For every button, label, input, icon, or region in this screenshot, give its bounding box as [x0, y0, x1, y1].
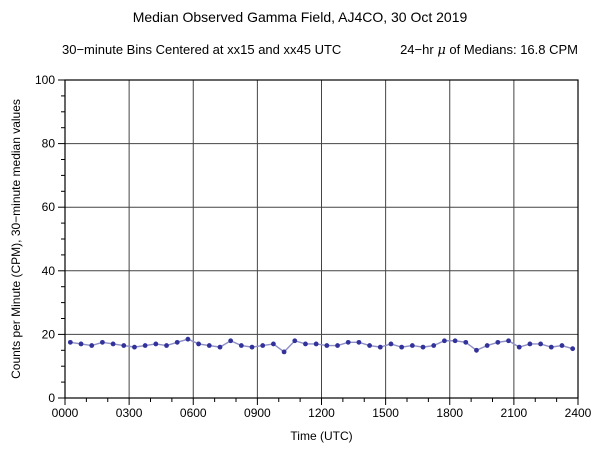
chart-title: Median Observed Gamma Field, AJ4CO, 30 O…: [132, 9, 468, 25]
median-data-point: [100, 339, 105, 345]
median-data-point: [249, 344, 255, 350]
x-tick-label: 2100: [501, 406, 528, 420]
x-tick-label: 1200: [308, 406, 335, 420]
median-data-point: [506, 338, 511, 344]
median-data-point: [164, 343, 169, 348]
median-data-point: [484, 343, 490, 348]
median-data-point: [377, 344, 383, 350]
median-data-point: [313, 341, 319, 347]
x-tick-label: 0000: [52, 406, 79, 420]
subtitle-bins: 30−minute Bins Centered at xx15 and xx45…: [62, 42, 342, 57]
median-data-point: [185, 336, 191, 342]
median-data-point: [292, 338, 298, 344]
median-data-point: [228, 338, 234, 344]
median-data-point: [538, 341, 543, 347]
median-data-point: [78, 341, 84, 347]
y-tick-label: 60: [42, 200, 56, 214]
y-tick-label: 40: [42, 264, 56, 278]
y-tick-label: 100: [35, 73, 55, 87]
x-tick-label: 2400: [565, 406, 592, 420]
median-data-point: [420, 344, 426, 350]
median-data-point: [217, 344, 223, 350]
median-data-point: [89, 343, 95, 348]
median-data-point: [527, 341, 533, 347]
median-data-point: [442, 338, 447, 344]
median-data-point: [452, 338, 458, 344]
median-data-point: [281, 349, 287, 355]
x-tick-label: 1500: [372, 406, 399, 420]
median-data-point: [324, 343, 330, 348]
median-data-point: [206, 343, 212, 348]
median-data-point: [399, 344, 405, 350]
median-data-point: [132, 344, 137, 350]
median-data-point: [335, 343, 340, 348]
median-data-point: [121, 343, 127, 348]
x-tick-label: 0600: [180, 406, 207, 420]
y-tick-label: 0: [48, 391, 55, 405]
median-data-point: [431, 343, 437, 348]
mu-symbol: μ: [437, 43, 446, 58]
median-data-point: [516, 344, 522, 350]
median-data-point: [260, 343, 266, 348]
median-data-point: [271, 341, 276, 347]
x-tick-label: 0900: [244, 406, 271, 420]
median-data-point: [153, 341, 159, 347]
median-data-point: [474, 347, 479, 353]
x-tick-label: 0300: [116, 406, 143, 420]
median-data-point: [110, 341, 116, 347]
median-data-point: [303, 341, 308, 347]
median-data-point: [367, 343, 372, 348]
y-axis-title: Counts per Minute (CPM), 30−minute media…: [9, 99, 23, 379]
median-data-point: [548, 344, 554, 350]
median-data-point: [174, 339, 180, 345]
median-data-point: [356, 339, 362, 345]
median-data-point: [495, 339, 501, 345]
median-data-point: [559, 343, 565, 348]
median-data-point: [463, 339, 469, 345]
x-axis-title: Time (UTC): [290, 429, 352, 443]
subtitle-mean: 24−hr μ of Medians: 16.8 CPM: [400, 42, 578, 58]
median-data-point: [409, 343, 415, 348]
median-data-point: [388, 341, 394, 347]
y-tick-label: 20: [42, 327, 56, 341]
median-data-point: [196, 341, 201, 347]
median-data-point: [238, 343, 244, 348]
median-data-point: [67, 339, 73, 345]
median-data-point: [570, 346, 576, 352]
median-data-point: [345, 339, 351, 345]
chart-subtitle: 30−minute Bins Centered at xx15 and xx45…: [62, 42, 578, 58]
y-tick-label: 80: [42, 137, 56, 151]
median-data-point: [142, 343, 148, 348]
x-tick-label: 1800: [436, 406, 463, 420]
